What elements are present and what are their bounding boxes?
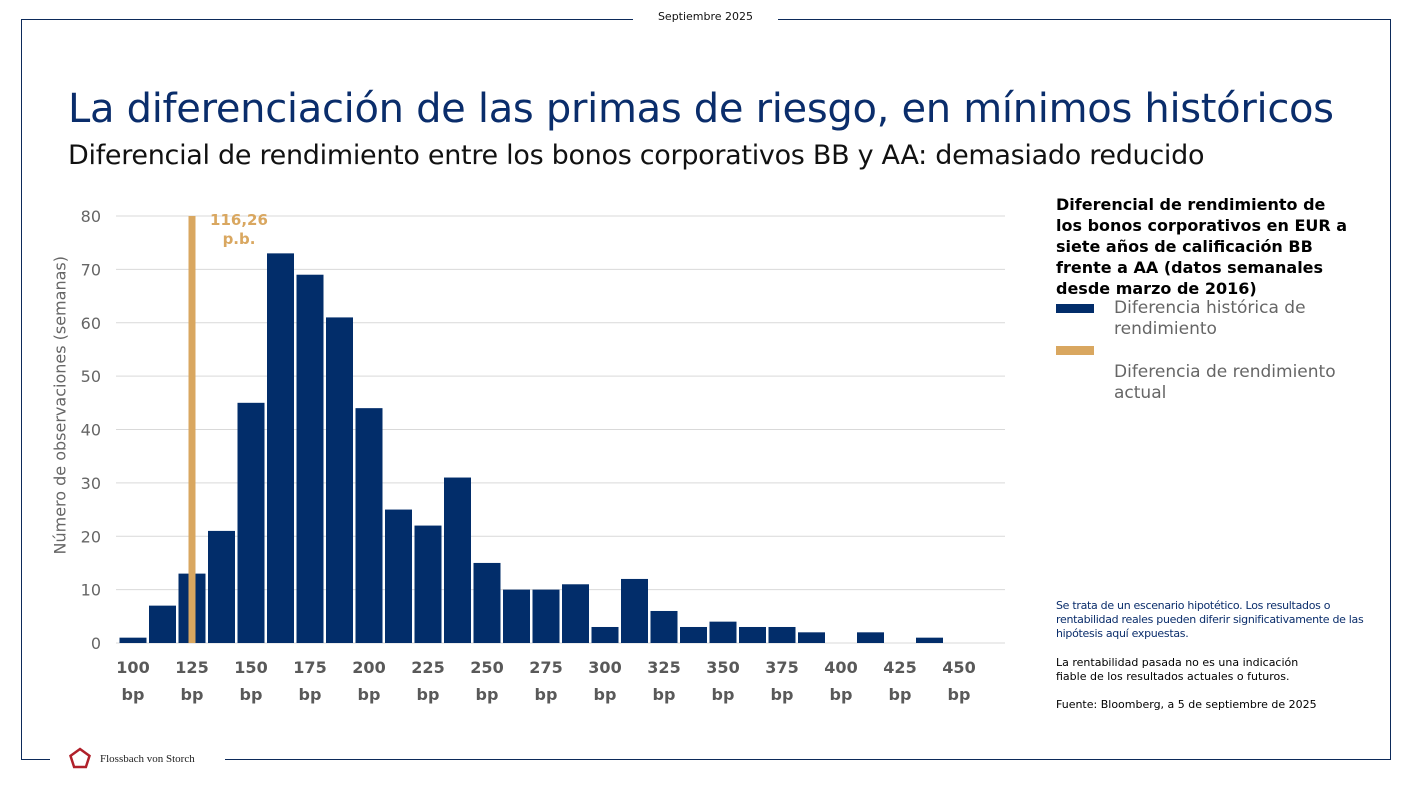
current-spread-unit: p.b. xyxy=(223,230,256,248)
x-tick-label: 125 bp xyxy=(175,658,208,704)
histogram-bar xyxy=(149,605,176,643)
histogram-bar xyxy=(916,637,943,643)
x-tick-label: 350 bp xyxy=(706,658,739,704)
page-subtitle: Diferencial de rendimiento entre los bon… xyxy=(68,140,1205,171)
legend-swatch-historical xyxy=(1056,304,1094,313)
histogram-bar xyxy=(709,621,737,643)
disclaimer-note: Se trata de un escenario hipotético. Los… xyxy=(1056,599,1364,640)
x-tick-label: 375 bp xyxy=(765,658,798,704)
y-tick-label: 0 xyxy=(91,634,101,653)
past-performance-note: La rentabilidad pasada no es una indicac… xyxy=(1056,656,1299,683)
histogram-bar xyxy=(237,402,265,643)
y-tick-label: 40 xyxy=(81,421,101,440)
histogram-bar xyxy=(444,477,471,643)
y-tick-label: 50 xyxy=(81,367,101,386)
histogram-bar xyxy=(208,530,235,643)
histogram-bar xyxy=(414,525,442,643)
histogram-bar xyxy=(768,626,796,643)
legend-swatch-current xyxy=(1056,346,1094,355)
histogram-bar xyxy=(680,626,707,643)
x-tick-label: 250 bp xyxy=(470,658,503,704)
histogram-bar xyxy=(562,584,589,643)
x-tick-label: 225 bp xyxy=(411,658,444,704)
x-tick-label: 450 bp xyxy=(942,658,975,704)
x-tick-label: 175 bp xyxy=(293,658,326,704)
x-tick-label: 300 bp xyxy=(588,658,621,704)
histogram-bar xyxy=(326,317,353,643)
source-note: Fuente: Bloomberg, a 5 de septiembre de … xyxy=(1056,698,1317,711)
legend-title: Diferencial de rendimiento de los bonos … xyxy=(1056,195,1348,298)
current-spread-marker xyxy=(188,216,196,643)
histogram-bar xyxy=(119,637,147,643)
x-tick-label: 325 bp xyxy=(647,658,680,704)
x-tick-label: 150 bp xyxy=(234,658,267,704)
x-tick-label: 100 bp xyxy=(116,658,149,704)
histogram-bar xyxy=(296,274,324,643)
histogram-bar xyxy=(621,578,648,643)
histogram-bar xyxy=(385,509,412,643)
current-spread-value: 116,26 xyxy=(210,211,268,229)
y-tick-label: 30 xyxy=(81,474,101,493)
y-tick-label: 80 xyxy=(81,207,101,226)
histogram-bar xyxy=(591,626,619,643)
legend-label-current: Diferencia de rendimiento actual xyxy=(1114,362,1336,403)
x-tick-label: 200 bp xyxy=(352,658,385,704)
x-tick-label: 425 bp xyxy=(883,658,916,704)
histogram-bar xyxy=(473,562,501,643)
legend-label-historical: Diferencia histórica de rendimiento xyxy=(1114,298,1306,339)
x-tick-label: 275 bp xyxy=(529,658,562,704)
histogram-bar xyxy=(503,589,530,643)
page-title: La diferenciación de las primas de riesg… xyxy=(68,86,1334,132)
y-tick-label: 70 xyxy=(81,260,101,279)
histogram-bar xyxy=(355,408,383,643)
histogram-bar xyxy=(857,632,884,643)
logo-text: Flossbach von Storch xyxy=(100,753,195,765)
histogram-bar xyxy=(650,610,678,643)
histogram-bar xyxy=(532,589,560,643)
histogram-bar xyxy=(798,632,825,643)
y-tick-label: 20 xyxy=(81,527,101,546)
y-tick-label: 60 xyxy=(81,314,101,333)
histogram-bar xyxy=(267,253,294,644)
x-tick-label: 400 bp xyxy=(824,658,857,704)
slide-date: Septiembre 2025 xyxy=(633,10,778,23)
logo: Flossbach von Storch xyxy=(50,745,225,773)
y-tick-label: 10 xyxy=(81,581,101,600)
logo-icon xyxy=(69,747,91,769)
histogram-bar xyxy=(739,626,766,643)
